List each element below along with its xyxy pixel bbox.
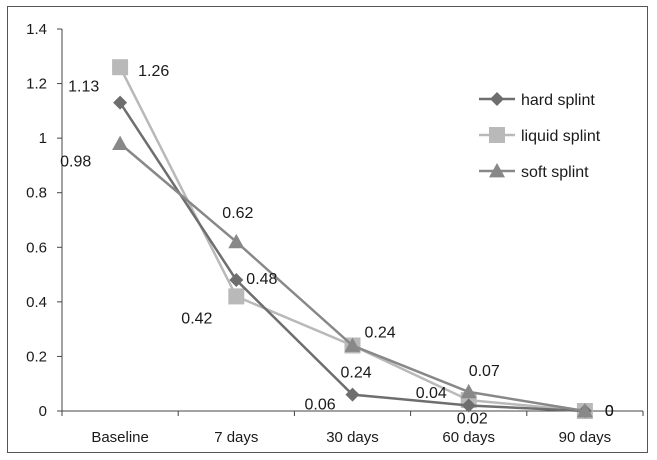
data-label-liquid-splint: 1.26	[138, 63, 169, 80]
legend-marker-hard-splint	[490, 92, 504, 106]
x-tick-label: 30 days	[326, 429, 379, 446]
x-tick-label: Baseline	[91, 429, 149, 446]
data-point-soft-splint	[344, 337, 361, 352]
data-label-liquid-splint: 0.24	[365, 325, 396, 342]
data-point-liquid-splint	[112, 59, 129, 76]
chart-frame	[7, 6, 648, 453]
data-point-hard-splint	[229, 273, 244, 288]
legend-item-liquid-splint: liquid splint	[479, 127, 601, 145]
y-tick-label: 0	[39, 403, 47, 420]
legend-label-soft-splint: soft splint	[521, 164, 589, 181]
y-tick-label: 0.8	[26, 185, 47, 202]
x-tick-label: 90 days	[559, 429, 612, 446]
y-tick-label: 1	[39, 130, 47, 147]
x-tick-label: 7 days	[214, 429, 258, 446]
y-tick-label: 0.6	[26, 239, 47, 256]
data-point-hard-splint	[461, 398, 476, 413]
series-soft-splint	[112, 135, 593, 418]
y-tick-label: 1.4	[26, 21, 47, 38]
legend-item-soft-splint: soft splint	[479, 163, 589, 181]
data-label-liquid-splint: 0	[605, 403, 614, 420]
data-point-soft-splint	[228, 233, 245, 249]
data-label-liquid-splint: 0.04	[416, 385, 447, 402]
data-point-hard-splint	[113, 95, 128, 110]
legend-label-hard-splint: hard splint	[521, 92, 595, 109]
data-label-soft-splint: 0	[605, 403, 614, 420]
data-point-soft-splint	[460, 383, 477, 399]
data-label-hard-splint: 0.06	[305, 397, 336, 414]
data-label-hard-splint: 0	[605, 403, 614, 420]
data-label-soft-splint: 0.62	[222, 205, 253, 222]
data-label-hard-splint: 0.48	[246, 271, 277, 288]
legend-marker-liquid-splint	[489, 127, 505, 143]
data-label-hard-splint: 1.13	[68, 79, 99, 96]
legend-item-hard-splint: hard splint	[479, 92, 595, 109]
y-tick-label: 0.2	[26, 348, 47, 365]
x-tick-label: 60 days	[442, 429, 495, 446]
data-label-soft-splint: 0.24	[341, 365, 372, 382]
data-label-soft-splint: 0.98	[60, 154, 91, 171]
data-label-liquid-splint: 0.42	[181, 310, 212, 327]
y-tick-label: 1.2	[26, 76, 47, 93]
data-label-hard-splint: 0.02	[457, 411, 488, 428]
y-tick-label: 0.4	[26, 294, 47, 311]
legend-label-liquid-splint: liquid splint	[521, 128, 601, 145]
data-point-hard-splint	[345, 387, 360, 402]
data-point-soft-splint	[576, 403, 593, 418]
legend-marker-soft-splint	[489, 163, 505, 178]
data-label-soft-splint: 0.07	[469, 363, 500, 380]
series-line-liquid-splint	[118, 66, 586, 413]
data-point-soft-splint	[112, 135, 129, 150]
data-point-liquid-splint	[228, 288, 245, 305]
